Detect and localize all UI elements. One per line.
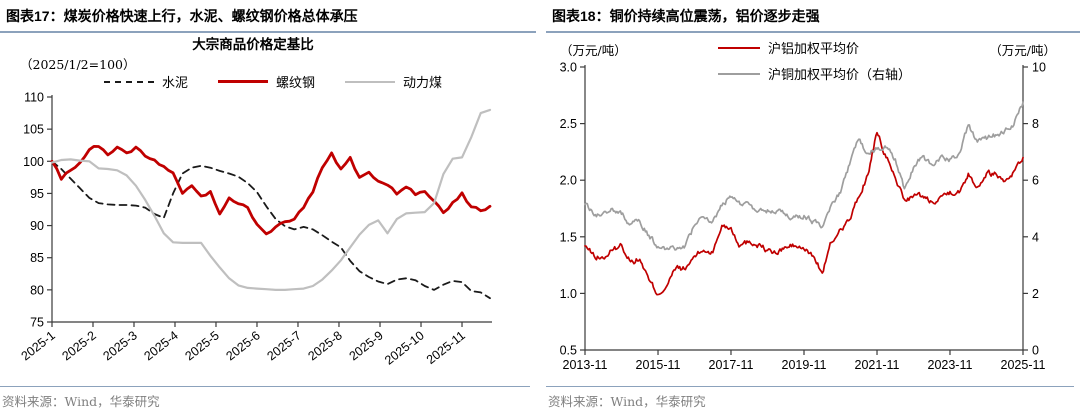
svg-text:2025-11: 2025-11	[1001, 358, 1046, 372]
svg-text:2025-7: 2025-7	[265, 328, 304, 363]
copper-gray-line-swatch	[718, 72, 760, 75]
figure-18-panel: 图表18：铜价持续高位震荡，铝价逐步走强 （万元/吨） （万元/吨） 沪铝加权平…	[546, 0, 1080, 409]
svg-text:110: 110	[24, 91, 44, 105]
legend-item-copper: 沪铜加权平均价（右轴）	[718, 64, 911, 83]
figure-17-header: 图表17：煤炭价格快速上行，水泥、螺纹钢价格总体承压	[0, 0, 536, 33]
coal-gray-line-swatch	[345, 80, 395, 83]
svg-text:2017-11: 2017-11	[709, 358, 754, 372]
svg-text:2.5: 2.5	[560, 117, 577, 131]
svg-text:2025-3: 2025-3	[101, 328, 140, 363]
svg-text:2019-11: 2019-11	[782, 358, 827, 372]
svg-text:2025-1: 2025-1	[19, 328, 58, 363]
cement-dashed-line-swatch	[103, 80, 154, 83]
right-chart-right-unit-label: （万元/吨）	[989, 43, 1056, 58]
legend-item-rebar: 螺纹钢	[217, 72, 315, 91]
figure-17-panel: 图表17：煤炭价格快速上行，水泥、螺纹钢价格总体承压 大宗商品价格定基比 （20…	[0, 0, 536, 409]
metal-price-line-chart: 0.5 1.0 1.5 2.0 2.5 3.0 0 2 4 6 8 10 2013-11 2015-11 2…	[560, 61, 1046, 373]
right-chart-legend: 沪铝加权平均价 沪铜加权平均价（右轴）	[718, 38, 911, 83]
legend-label-copper: 沪铜加权平均价（右轴）	[768, 68, 912, 83]
svg-text:1.0: 1.0	[560, 287, 577, 301]
svg-text:10: 10	[1032, 61, 1046, 75]
aluminum-red-line-swatch	[718, 46, 760, 49]
svg-text:2: 2	[1032, 287, 1039, 301]
svg-text:85: 85	[30, 251, 44, 265]
svg-text:3.0: 3.0	[560, 61, 577, 75]
svg-text:2025-8: 2025-8	[306, 328, 345, 363]
svg-text:4: 4	[1032, 230, 1039, 244]
left-chart-legend: 水泥 螺纹钢 动力煤	[30, 72, 516, 91]
legend-item-cement: 水泥	[103, 72, 188, 91]
svg-text:8: 8	[1032, 117, 1039, 131]
right-chart-left-unit-label: （万元/吨）	[560, 43, 627, 58]
svg-text:0.5: 0.5	[560, 344, 577, 358]
legend-label-cement: 水泥	[161, 76, 188, 91]
svg-text:2013-11: 2013-11	[563, 358, 608, 372]
svg-text:2025-2: 2025-2	[60, 328, 99, 363]
figure-17-label: 图表17：	[6, 8, 64, 24]
svg-text:2025-11: 2025-11	[424, 328, 468, 367]
svg-text:75: 75	[30, 316, 44, 330]
svg-text:2015-11: 2015-11	[636, 358, 681, 372]
legend-item-aluminum: 沪铝加权平均价	[718, 38, 911, 57]
figure-17-source: 资料来源：Wind，华泰研究	[0, 386, 530, 409]
svg-text:2025-5: 2025-5	[183, 328, 222, 363]
svg-text:0: 0	[1032, 344, 1039, 358]
svg-text:2023-11: 2023-11	[928, 358, 973, 372]
svg-text:80: 80	[30, 283, 44, 297]
figure-18-title: 铜价持续高位震荡，铝价逐步走强	[609, 9, 820, 25]
rebar-red-line-swatch	[217, 80, 268, 83]
figure-18-label: 图表18：	[552, 8, 610, 24]
svg-text:2025-6: 2025-6	[224, 328, 263, 363]
legend-label-coal: 动力煤	[403, 76, 443, 91]
svg-text:2021-11: 2021-11	[855, 358, 900, 372]
svg-text:2025-9: 2025-9	[347, 328, 386, 363]
svg-text:6: 6	[1032, 174, 1039, 188]
left-chart-title: 大宗商品价格定基比	[192, 37, 314, 53]
figure-18-source: 资料来源：Wind，华泰研究	[546, 386, 1074, 409]
svg-text:105: 105	[23, 123, 44, 137]
svg-text:1.5: 1.5	[560, 230, 577, 244]
figure-18-header: 图表18：铜价持续高位震荡，铝价逐步走强	[546, 0, 1080, 33]
svg-text:95: 95	[30, 187, 44, 201]
figure-17-title: 煤炭价格快速上行，水泥、螺纹钢价格总体承压	[63, 9, 358, 25]
svg-text:90: 90	[30, 219, 44, 233]
svg-text:100: 100	[23, 155, 44, 169]
svg-text:2025-4: 2025-4	[142, 328, 181, 363]
legend-label-aluminum: 沪铝加权平均价	[768, 42, 860, 57]
legend-item-coal: 动力煤	[345, 72, 442, 91]
left-chart-unit-label: （2025/1/2=100）	[20, 57, 136, 72]
svg-text:2.0: 2.0	[560, 174, 577, 188]
svg-text:2025-10: 2025-10	[382, 328, 427, 367]
legend-label-rebar: 螺纹钢	[275, 76, 315, 91]
